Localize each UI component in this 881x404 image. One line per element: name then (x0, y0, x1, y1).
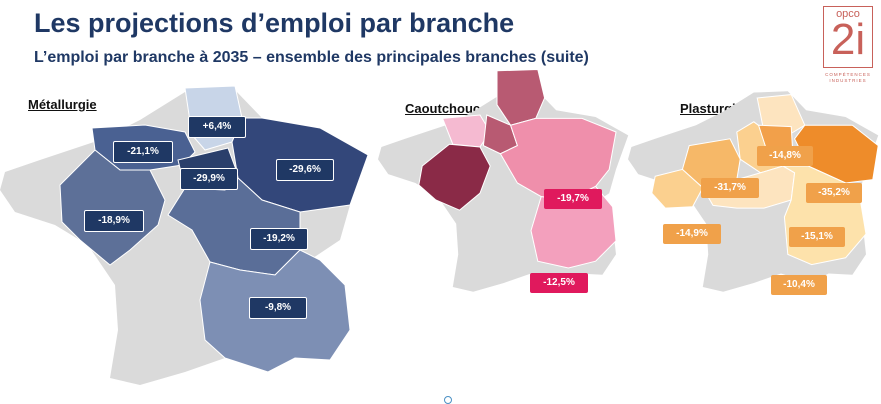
logo-subtitle-2: INDUSTRIES (829, 78, 867, 83)
opco-2i-logo: opco 2i COMPÉTENCES INDUSTRIES (823, 6, 875, 86)
badge-metallurgie-auvergne-rhone-alpes: -9,8% (249, 297, 307, 319)
badge-metallurgie-pays-de-la-loire: -18,9% (84, 210, 144, 232)
badge-plasturgie-auvergne-rhone-alpes: -10,4% (771, 275, 827, 295)
badge-metallurgie-bourgogne: -19,2% (250, 228, 308, 250)
logo-main-text: 2i (830, 15, 866, 64)
badge-metallurgie-ile-de-france: -29,9% (180, 168, 238, 190)
logo-top-text: opco (836, 8, 860, 20)
logo-frame (823, 6, 873, 68)
page-title: Les projections d’emploi par branche (34, 8, 515, 38)
badge-plasturgie-grand-est: -35,2% (806, 183, 862, 203)
badge-caoutchouc-grand-est: -19,7% (544, 189, 602, 209)
slide-indicator-icon (444, 396, 452, 404)
badge-plasturgie-pays-de-la-loire: -14,9% (663, 224, 721, 244)
panel-label-caoutchouc: Caoutchouc (405, 101, 481, 116)
map-plasturgie (628, 91, 879, 292)
map-caoutchouc (378, 68, 629, 292)
map-metallurgie (0, 85, 369, 385)
badge-metallurgie-hauts-de-france: +6,4% (188, 116, 246, 138)
badge-metallurgie-grand-est: -29,6% (276, 159, 334, 181)
page-subtitle: L’emploi par branche à 2035 – ensemble d… (34, 49, 589, 66)
badge-plasturgie-hauts-de-france: -14,8% (757, 146, 813, 166)
panel-label-metallurgie: Métallurgie (28, 97, 97, 112)
badge-plasturgie-normandie: -31,7% (701, 178, 759, 198)
logo-subtitle-1: COMPÉTENCES (825, 72, 871, 77)
badge-caoutchouc-auvergne-rhone-alpes: -12,5% (530, 273, 588, 293)
badge-metallurgie-normandie: -21,1% (113, 141, 173, 163)
badge-plasturgie-bourgogne: -15,1% (789, 227, 845, 247)
